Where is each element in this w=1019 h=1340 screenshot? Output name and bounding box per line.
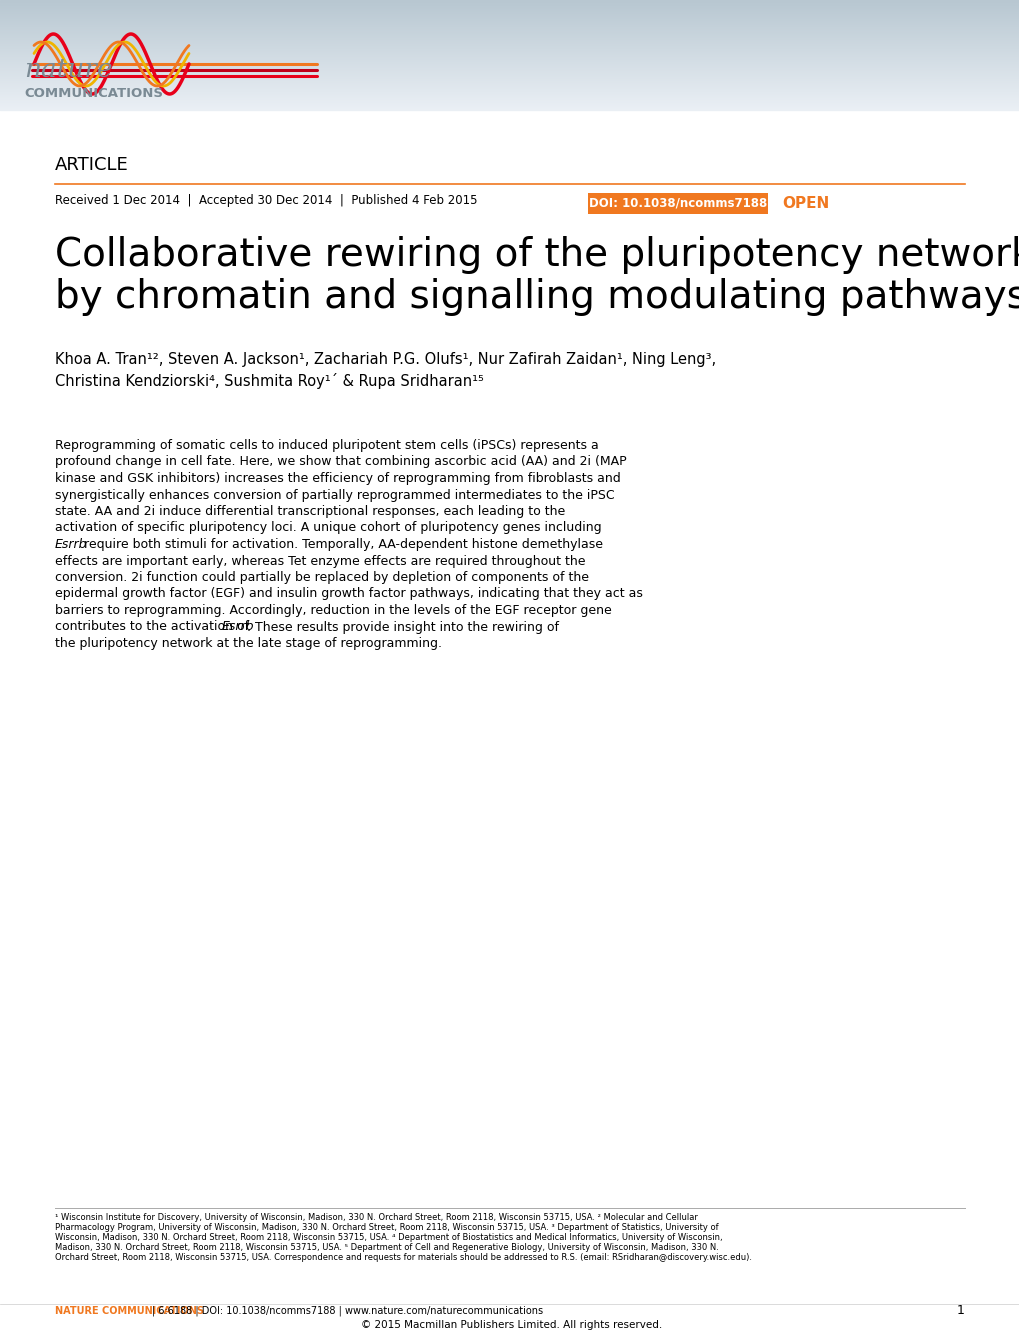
- Text: DOI: 10.1038/ncomms7188: DOI: 10.1038/ncomms7188: [588, 197, 766, 210]
- Text: NATURE COMMUNICATIONS: NATURE COMMUNICATIONS: [55, 1306, 204, 1316]
- Text: Pharmacology Program, University of Wisconsin, Madison, 330 N. Orchard Street, R: Pharmacology Program, University of Wisc…: [55, 1223, 718, 1231]
- Text: | 6:6188 | DOI: 10.1038/ncomms7188 | www.nature.com/naturecommunications: | 6:6188 | DOI: 10.1038/ncomms7188 | www…: [152, 1305, 542, 1316]
- Text: © 2015 Macmillan Publishers Limited. All rights reserved.: © 2015 Macmillan Publishers Limited. All…: [361, 1320, 662, 1331]
- Text: COMMUNICATIONS: COMMUNICATIONS: [24, 87, 163, 100]
- Text: . These results provide insight into the rewiring of: . These results provide insight into the…: [247, 620, 558, 634]
- Text: Esrrb: Esrrb: [55, 537, 88, 551]
- Text: activation of specific pluripotency loci. A unique cohort of pluripotency genes : activation of specific pluripotency loci…: [55, 521, 601, 535]
- Text: Orchard Street, Room 2118, Wisconsin 53715, USA. Correspondence and requests for: Orchard Street, Room 2118, Wisconsin 537…: [55, 1253, 751, 1262]
- Text: synergistically enhances conversion of partially reprogrammed intermediates to t: synergistically enhances conversion of p…: [55, 489, 614, 501]
- Text: epidermal growth factor (EGF) and insulin growth factor pathways, indicating tha: epidermal growth factor (EGF) and insuli…: [55, 587, 642, 600]
- Text: ¹ Wisconsin Institute for Discovery, University of Wisconsin, Madison, 330 N. Or: ¹ Wisconsin Institute for Discovery, Uni…: [55, 1213, 697, 1222]
- Text: ARTICLE: ARTICLE: [55, 155, 128, 174]
- Text: OPEN: OPEN: [782, 196, 828, 210]
- Text: require both stimuli for activation. Temporally, AA-dependent histone demethylas: require both stimuli for activation. Tem…: [81, 537, 602, 551]
- Text: Collaborative rewiring of the pluripotency network: Collaborative rewiring of the pluripoten…: [55, 236, 1019, 273]
- Text: kinase and GSK inhibitors) increases the efficiency of reprogramming from fibrob: kinase and GSK inhibitors) increases the…: [55, 472, 621, 485]
- Text: Esrrb: Esrrb: [221, 620, 254, 634]
- Text: nature: nature: [24, 58, 112, 82]
- Text: Reprogramming of somatic cells to induced pluripotent stem cells (iPSCs) represe: Reprogramming of somatic cells to induce…: [55, 440, 598, 452]
- Text: the pluripotency network at the late stage of reprogramming.: the pluripotency network at the late sta…: [55, 636, 441, 650]
- Text: Received 1 Dec 2014  |  Accepted 30 Dec 2014  |  Published 4 Feb 2015: Received 1 Dec 2014 | Accepted 30 Dec 20…: [55, 194, 477, 206]
- Text: Christina Kendziorski⁴, Sushmita Roy¹´ & Rupa Sridharan¹⁵: Christina Kendziorski⁴, Sushmita Roy¹´ &…: [55, 373, 483, 389]
- Text: Wisconsin, Madison, 330 N. Orchard Street, Room 2118, Wisconsin 53715, USA. ⁴ De: Wisconsin, Madison, 330 N. Orchard Stree…: [55, 1233, 721, 1242]
- Text: Madison, 330 N. Orchard Street, Room 2118, Wisconsin 53715, USA. ⁵ Department of: Madison, 330 N. Orchard Street, Room 211…: [55, 1244, 718, 1252]
- Text: contributes to the activation of: contributes to the activation of: [55, 620, 253, 634]
- Text: Khoa A. Tran¹², Steven A. Jackson¹, Zachariah P.G. Olufs¹, Nur Zafirah Zaidan¹, : Khoa A. Tran¹², Steven A. Jackson¹, Zach…: [55, 352, 715, 367]
- Text: profound change in cell fate. Here, we show that combining ascorbic acid (AA) an: profound change in cell fate. Here, we s…: [55, 456, 626, 469]
- Bar: [587, 193, 767, 214]
- Text: state. AA and 2i induce differential transcriptional responses, each leading to : state. AA and 2i induce differential tra…: [55, 505, 565, 519]
- Text: by chromatin and signalling modulating pathways: by chromatin and signalling modulating p…: [55, 277, 1019, 316]
- Text: barriers to reprogramming. Accordingly, reduction in the levels of the EGF recep: barriers to reprogramming. Accordingly, …: [55, 604, 611, 616]
- Text: 1: 1: [956, 1305, 964, 1317]
- Text: conversion. 2i function could partially be replaced by depletion of components o: conversion. 2i function could partially …: [55, 571, 588, 584]
- Text: effects are important early, whereas Tet enzyme effects are required throughout : effects are important early, whereas Tet…: [55, 555, 585, 568]
